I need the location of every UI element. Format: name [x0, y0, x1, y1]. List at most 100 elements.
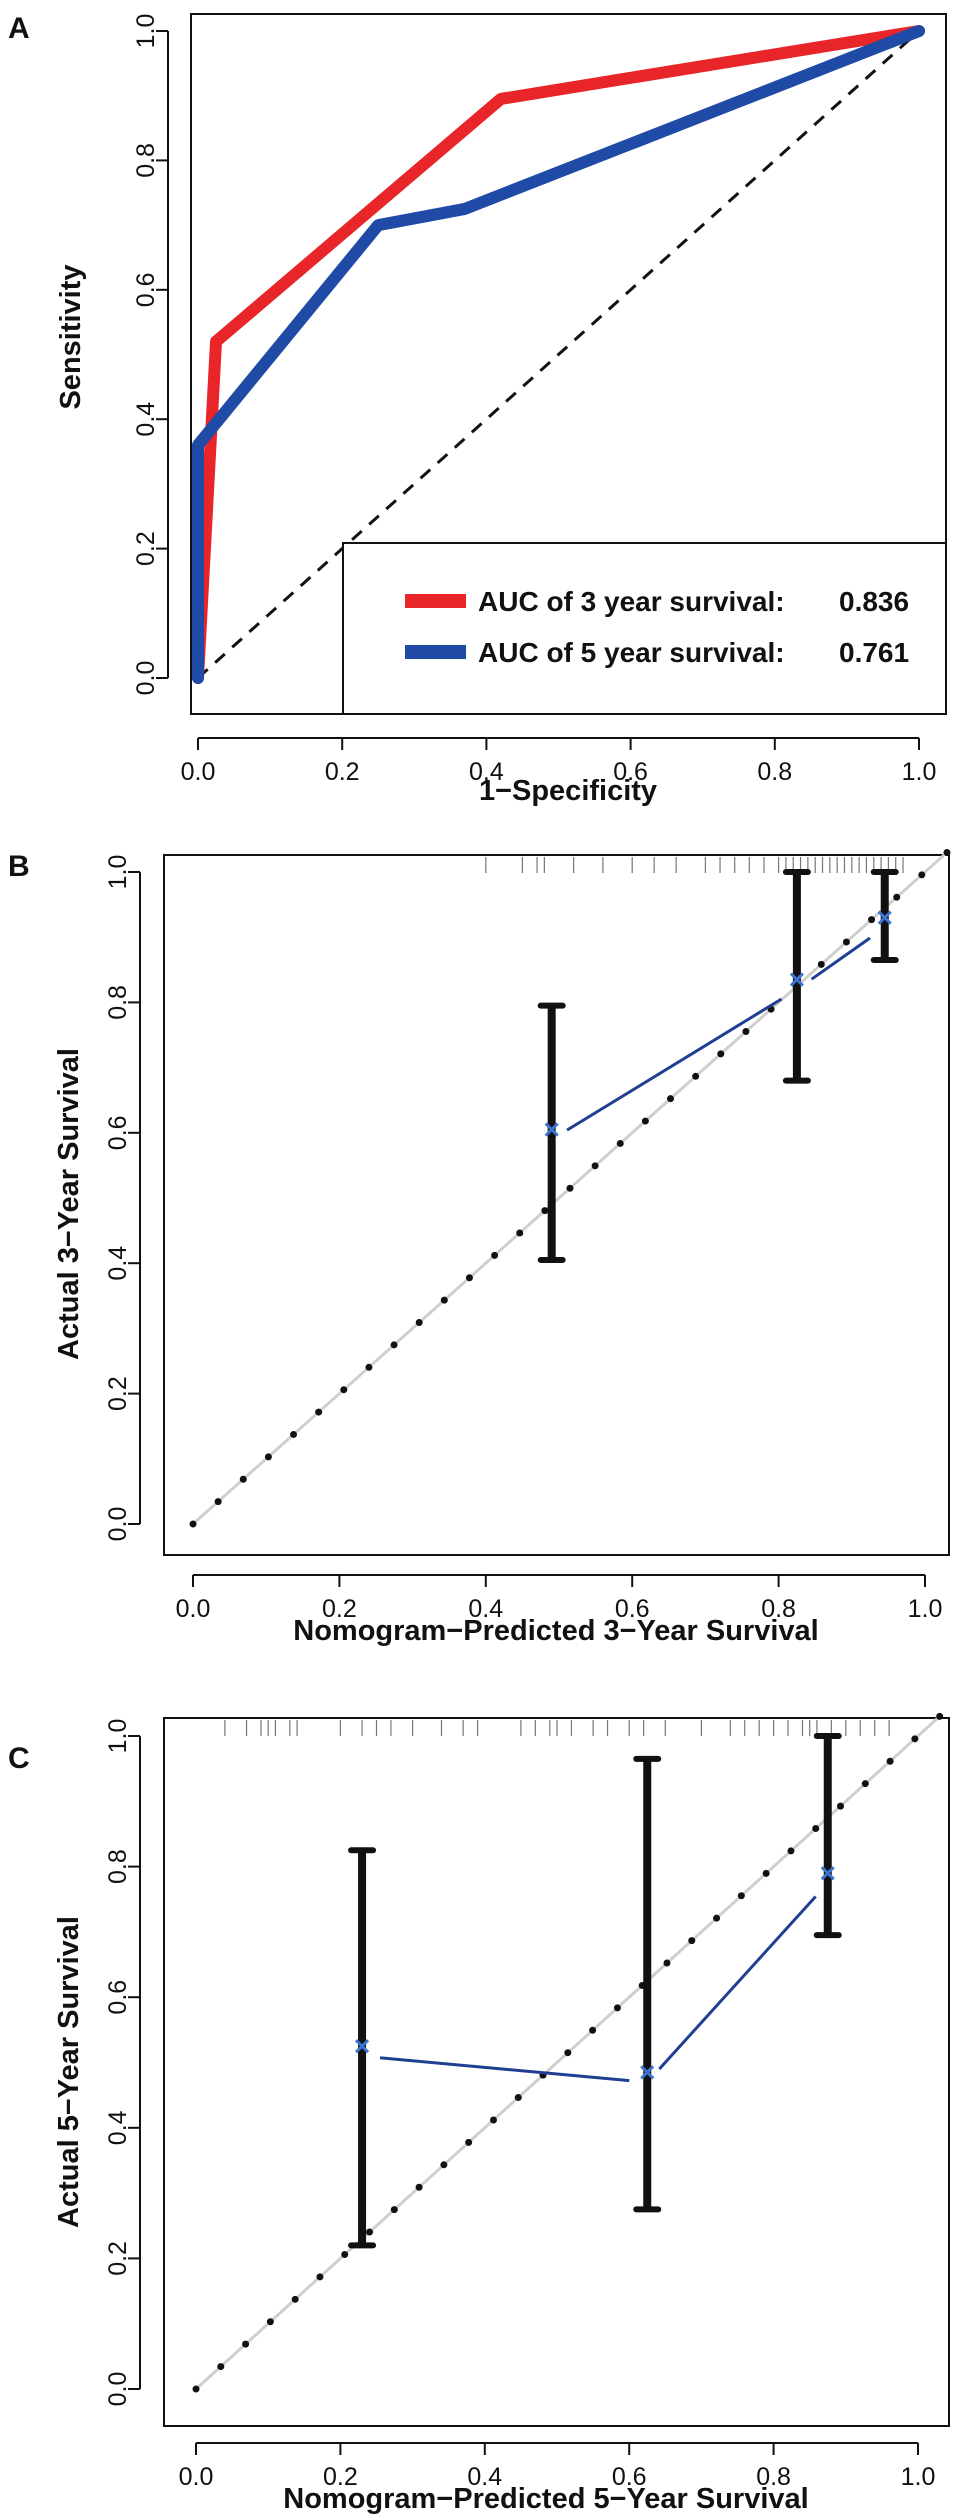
ideal-dot [688, 1937, 696, 1945]
y-tick-label: 0.0 [104, 1507, 132, 1542]
panel-b-x-label: Nomogram−Predicted 3−Year Survival [293, 1615, 818, 1647]
ideal-dot [266, 2318, 274, 2326]
observed-point-marker [877, 910, 892, 925]
ideal-dot [842, 938, 850, 946]
x-tick-label: 0.0 [176, 1595, 211, 1623]
x-tick-label: 0.2 [325, 758, 360, 786]
observed-point-marker [789, 972, 804, 987]
y-tick-label: 1.0 [104, 1719, 132, 1754]
ideal-dot [591, 1162, 599, 1170]
observed-point-marker [354, 2039, 370, 2054]
ideal-dot [663, 1959, 671, 1967]
calibration-segment [658, 1895, 817, 2070]
y-tick-label: 0.8 [104, 1849, 132, 1884]
panel-c-x-axis: 0.0 0.2 0.4 0.6 0.8 1.0 [179, 2442, 935, 2491]
panel-c-error-bars [348, 1733, 842, 2249]
panel-b-rug [485, 857, 904, 873]
legend-label-3-year: AUC of 3 year survival: [478, 586, 785, 617]
panel-a-y-label: Sensitivity [55, 264, 87, 409]
x-tick-label: 0.2 [323, 2463, 358, 2491]
ideal-dot [440, 2161, 448, 2169]
ideal-dot [291, 2295, 299, 2303]
x-tick-label: 0.6 [615, 1595, 650, 1623]
calibration-segment [810, 936, 871, 981]
ideal-dot [365, 1363, 373, 1371]
ideal-dot [817, 960, 825, 968]
x-tick-label: 0.4 [467, 2463, 502, 2491]
x-tick-label: 0.8 [757, 758, 792, 786]
panel-b: B 0.0 0.2 0.4 0.6 0.8 1.0 0.00.20.40.60.81.0 … [8, 848, 951, 1647]
panel-c: C 0.0 0.2 0.4 0.6 0.8 1.0 0.00.20.40.60.81.0 … [8, 1712, 950, 2515]
y-tick-label: 0.8 [104, 985, 132, 1020]
ideal-dot [737, 1892, 745, 1900]
x-tick-label: 1.0 [908, 1595, 943, 1623]
y-tick-label: 0.0 [132, 661, 160, 696]
y-tick-label: 0.6 [132, 272, 160, 307]
ideal-dot [812, 1825, 820, 1833]
ideal-dot [692, 1072, 700, 1080]
panel-c-x-label: Nomogram−Predicted 5−Year Survival [283, 2483, 808, 2515]
observed-point-marker [640, 2065, 655, 2080]
ideal-dot [667, 1095, 675, 1103]
x-tick-label: 1.0 [902, 758, 937, 786]
ideal-dot [264, 1453, 272, 1461]
panel-b-calibration-line [566, 936, 871, 1132]
ideal-dot [616, 1139, 624, 1147]
panel-a-series-3-year-line [192, 25, 925, 684]
y-tick-label: 0.0 [104, 2372, 132, 2407]
panel-c-rug [224, 1720, 890, 1736]
observed-point-marker [820, 1866, 835, 1881]
y-tick-label: 0.2 [104, 1376, 132, 1411]
ideal-dot [837, 1802, 845, 1810]
x-tick-label: 0.8 [761, 1595, 796, 1623]
panel-a-x-axis: 0.0 0.2 0.4 0.6 0.8 1.0 [181, 737, 937, 786]
y-tick-label: 0.2 [132, 531, 160, 566]
ideal-dot [465, 1274, 473, 1282]
panel-a-x-label: 1−Specificity [479, 775, 657, 807]
ideal-dot [713, 1914, 721, 1922]
ideal-dot [290, 1430, 298, 1438]
ideal-dot [861, 1780, 869, 1788]
ideal-dot [886, 1757, 894, 1765]
ideal-dot [762, 1869, 770, 1877]
panel-a-legend: AUC of 3 year survival: 0.836 AUC of 5 y… [342, 542, 947, 715]
legend-auc-3-year: 0.836 [839, 586, 909, 617]
y-tick-label: 0.4 [104, 1246, 132, 1281]
calibration-segment [566, 997, 783, 1132]
ideal-dot [566, 1184, 574, 1192]
observed-point-marker [544, 1122, 559, 1137]
ideal-dot [390, 2206, 398, 2214]
panel-b-observed-points [544, 910, 892, 1137]
ideal-dot [613, 2004, 621, 2012]
panel-b-plot-frame [163, 854, 950, 1556]
calibration-segment [379, 2056, 630, 2083]
ideal-dot [911, 1735, 919, 1743]
legend-auc-5-year: 0.761 [839, 637, 909, 668]
y-tick-label: 0.6 [104, 1115, 132, 1150]
ideal-dot [589, 2026, 597, 2034]
x-tick-label: 0.2 [322, 1595, 357, 1623]
ideal-dot [465, 2138, 473, 2146]
ideal-dot [893, 893, 901, 901]
panel-a: A 0.0 0.2 0.4 0.6 0.8 1.0 0.00.20.40.60.81.0 … [8, 12, 947, 807]
panel-c-y-axis: 0.0 0.2 0.4 0.6 0.8 1.0 [104, 1719, 141, 2407]
panel-c-observed-points [354, 1866, 835, 2080]
ideal-dot [415, 2183, 423, 2191]
legend-box [342, 542, 947, 715]
ideal-dot [491, 1251, 499, 1259]
ideal-dot [316, 2273, 324, 2281]
x-tick-label: 0.0 [181, 758, 216, 786]
panel-a-reference-diagonal [196, 29, 921, 680]
panel-b-error-bars [537, 869, 899, 1263]
panel-b-x-axis: 0.0 0.2 0.4 0.6 0.8 1.0 [176, 1574, 943, 1623]
y-tick-label: 1.0 [104, 855, 132, 890]
ideal-dot [717, 1050, 725, 1058]
panel-b-y-axis: 0.0 0.2 0.4 0.6 0.8 1.0 [104, 855, 141, 1542]
y-tick-label: 0.6 [104, 1980, 132, 2015]
x-tick-label: 0.8 [756, 2463, 791, 2491]
ideal-dot [489, 2116, 497, 2124]
panel-c-label: C [8, 1742, 30, 1775]
panel-b-y-label: Actual 3−Year Survival [53, 1048, 85, 1360]
ideal-dot [341, 2250, 349, 2258]
